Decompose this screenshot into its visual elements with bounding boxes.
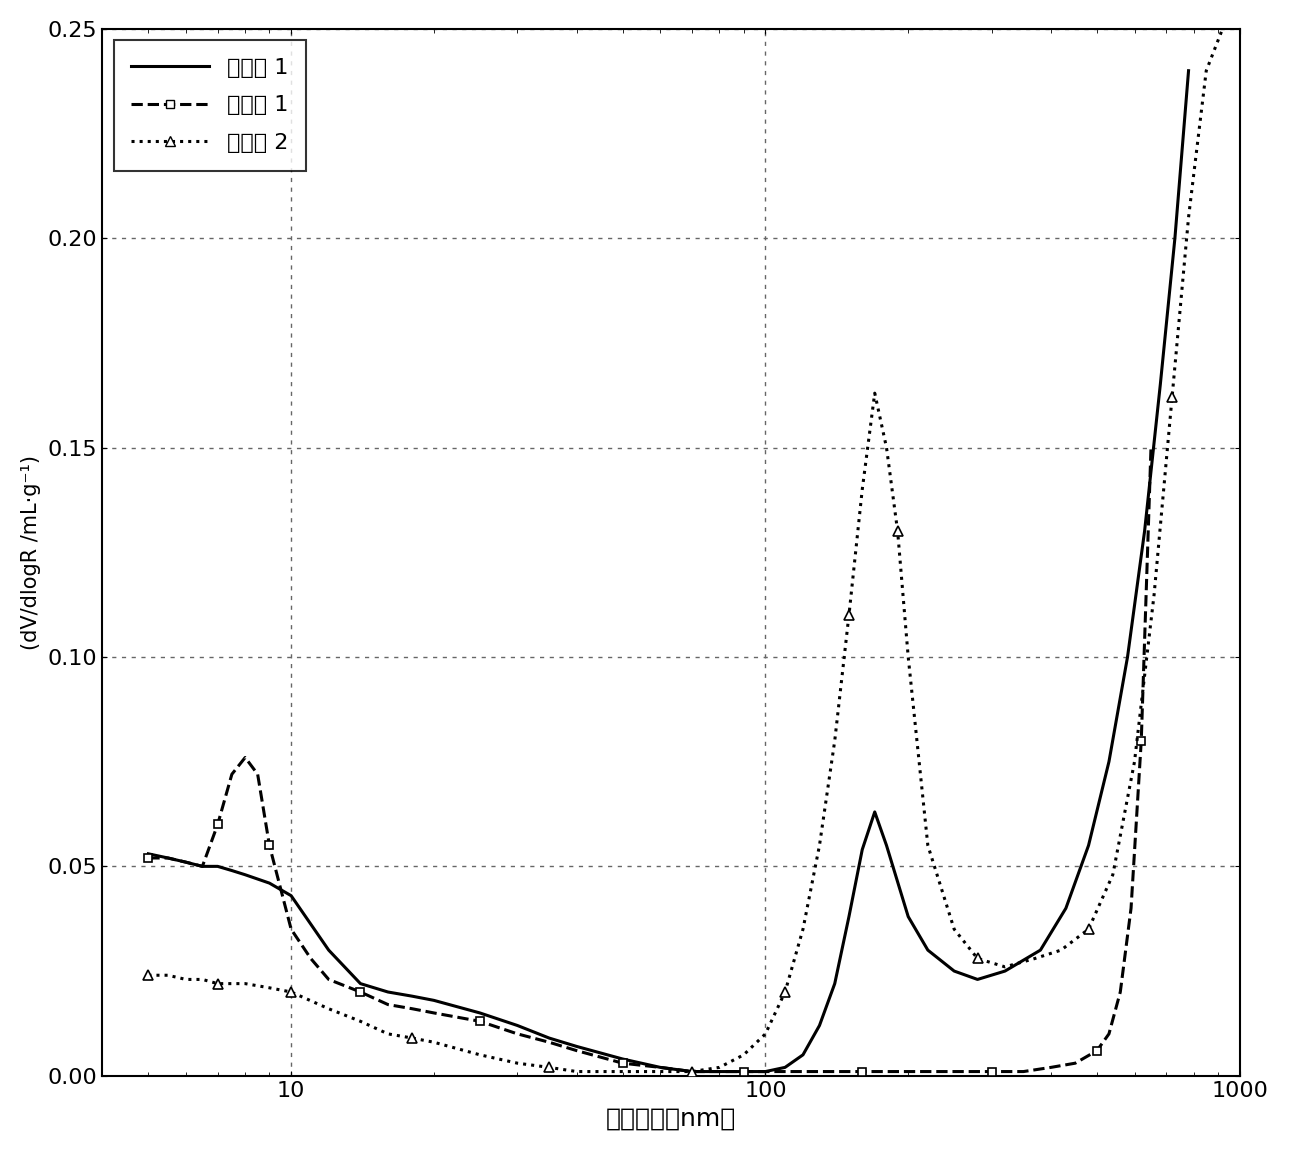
- X-axis label: 孔隙半径（nm）: 孔隙半径（nm）: [606, 1106, 736, 1130]
- Legend: 实施例 1, 比较例 1, 比较例 2: 实施例 1, 比较例 1, 比较例 2: [113, 40, 305, 171]
- Y-axis label: (dV/dlogR /mL·g⁻¹): (dV/dlogR /mL·g⁻¹): [21, 455, 41, 650]
